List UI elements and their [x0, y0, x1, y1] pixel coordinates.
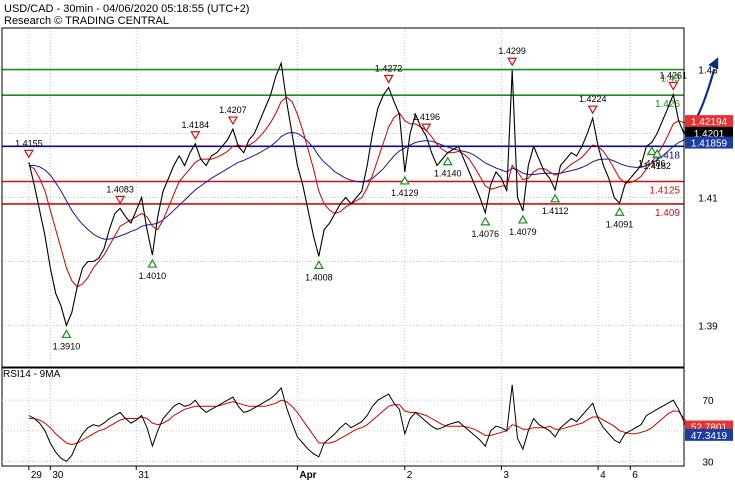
peak-marker: [23, 149, 34, 159]
price-badge-label: 1.42194: [691, 117, 728, 128]
trough-label: 1.4008: [305, 272, 333, 282]
trough-label: 1.4140: [434, 169, 462, 179]
x-tick-label: 3: [503, 470, 509, 480]
price-badge: [685, 126, 733, 139]
rsi-badge: [685, 428, 733, 441]
peak-label: 1.4155: [15, 138, 43, 148]
rsi-plot-frame: [1, 367, 685, 467]
price-line: [28, 61, 690, 328]
trough-marker: [652, 148, 663, 158]
main-ytick-label: 1.39: [698, 321, 718, 332]
trough-label: 1.4186: [638, 158, 666, 168]
trough-label: 1.4112: [542, 206, 569, 216]
main-ytick-label: 1.43: [698, 66, 718, 77]
price-badge-label: 1.41859: [691, 139, 728, 150]
level-label: 1.426: [655, 99, 680, 110]
peak-marker: [587, 105, 598, 115]
peak-marker: [115, 195, 126, 205]
price-badge: [685, 115, 733, 128]
trough-marker: [480, 216, 491, 226]
slow-ma-line: [28, 131, 690, 240]
trough-marker: [313, 260, 324, 269]
trough-label: 1.4129: [391, 188, 419, 198]
fast-ma-line: [28, 96, 690, 288]
peak-label: 1.4184: [182, 120, 210, 130]
peak-label: 1.4261: [659, 71, 687, 81]
trough-marker: [61, 329, 72, 339]
price-badge-label: 1.4201: [694, 129, 725, 140]
trough-marker: [550, 193, 561, 203]
chart-subtitle: Research © TRADING CENTRAL: [4, 15, 169, 27]
peak-marker: [421, 123, 432, 133]
level-layer: 1.43 1.426 1.418 1.4125 1.409: [2, 68, 684, 219]
peak-label: 1.4272: [375, 63, 403, 73]
trough-marker: [614, 207, 625, 216]
peak-label: 1.4224: [579, 94, 607, 104]
trough-marker: [399, 175, 410, 185]
peak-label: 1.4299: [498, 46, 526, 56]
peak-marker: [507, 57, 518, 67]
level-label: 1.409: [655, 208, 680, 219]
rsi-title: RSI14 - 9MA: [3, 369, 61, 380]
x-tick-label: 30: [52, 470, 64, 480]
trough-label: 1.4182: [643, 161, 671, 171]
grid-layer: [2, 28, 684, 466]
chart-title: USD/CAD - 30min - 04/06/2020 05:18:55 (U…: [4, 3, 249, 15]
level-label: 1.43: [661, 74, 681, 85]
peak-label: 1.4196: [412, 112, 440, 122]
main-ytick-label: 1.41: [698, 194, 718, 205]
level-label: 1.4125: [649, 186, 680, 197]
trough-label: 1.3910: [53, 341, 81, 351]
trough-label: 1.4010: [139, 271, 167, 281]
peak-marker: [383, 74, 394, 84]
forecast-arrowhead: [708, 57, 719, 70]
rsi-badge-label: 47.3419: [691, 431, 728, 442]
x-tick-label: 29: [31, 470, 43, 480]
x-tick-label: 31: [138, 470, 150, 480]
trough-marker: [517, 214, 528, 224]
rsi-ytick-label: 70: [702, 396, 714, 407]
x-tick-label: 6: [632, 470, 638, 480]
marker-layer: 1.4155 1.4083 1.4184 1.4207 1.4272 1.4196 1.42…: [15, 46, 687, 351]
trough-marker: [147, 258, 158, 268]
peak-marker: [668, 81, 679, 91]
trough-marker: [442, 156, 453, 166]
rsi-badge-label: 52.7801: [691, 423, 728, 434]
peak-label: 1.4207: [219, 105, 247, 115]
price-badge: [685, 136, 733, 149]
peak-label: 1.4083: [106, 184, 134, 194]
peak-marker: [190, 131, 201, 140]
trough-label: 1.4079: [509, 227, 537, 237]
peak-marker: [227, 116, 238, 126]
trough-marker: [646, 146, 657, 156]
x-tick-label: 4: [600, 470, 606, 480]
x-tick-label: Apr: [299, 470, 316, 480]
main-plot-frame: [1, 27, 685, 368]
level-label: 1.418: [655, 150, 680, 161]
rsi-ytick-label: 30: [702, 457, 714, 468]
rsi-line: [28, 384, 690, 463]
trough-label: 1.4091: [606, 219, 634, 229]
x-tick-label: 2: [407, 470, 413, 480]
trough-label: 1.4076: [472, 229, 500, 239]
